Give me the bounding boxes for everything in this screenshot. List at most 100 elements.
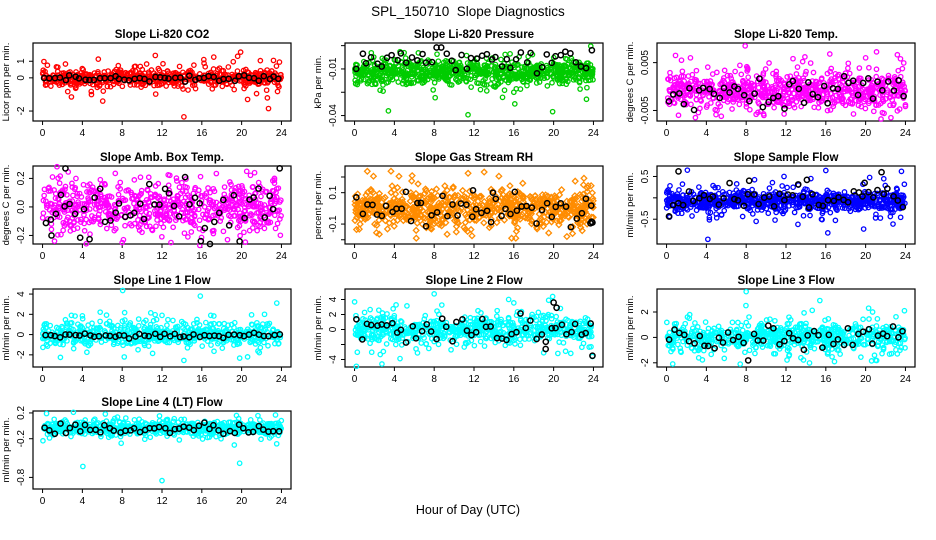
y-axis-title: degrees C per min. [1,165,12,246]
x-tick-label: 8 [119,374,125,385]
y-tick-label: 0 [16,75,27,81]
x-tick-label: 4 [392,128,398,139]
axes: 0.005 -0.005 0 4 8 12 16 20 24 [640,42,916,139]
overlay-points [665,167,907,220]
x-tick-label: 4 [80,128,86,139]
x-tick-label: 12 [156,496,168,507]
data-points [663,167,908,243]
x-tick-label: 4 [80,251,86,262]
data-points [40,409,285,484]
x-tick-label: 8 [431,374,437,385]
x-tick-label: 16 [196,374,208,385]
x-tick-label: 20 [548,251,560,262]
y-tick-label: 0.005 [640,50,651,75]
x-tick-label: 24 [276,251,288,262]
overlay-points [42,165,284,248]
x-tick-label: 0 [40,128,46,139]
x-tick-label: 0 [352,374,358,385]
y-tick-label: -2 [16,350,27,359]
x-tick-label: 8 [119,128,125,139]
y-tick-label: -2 [16,106,27,115]
x-tick-label: 4 [704,251,710,262]
subplot-title: Slope Line 1 Flow [113,275,210,287]
subplot-title: Slope Li-820 Temp. [734,29,838,41]
x-tick-label: 12 [468,128,480,139]
x-tick-label: 24 [900,128,912,139]
y-tick-label: -0.01 [328,57,339,80]
y-tick-label: 2 [16,311,27,317]
overlay-points [665,322,906,364]
x-tick-label: 12 [156,128,168,139]
x-tick-label: 16 [820,374,832,385]
x-axis-label: Hour of Day (UTC) [415,503,521,517]
subplot-line4-lt-flow: Slope Line 4 (LT) Flow ml/min per min. 0.2… [1,397,292,507]
subplot-li820-temp: Slope Li-820 Temp. degrees C per min. 0.00… [625,29,916,139]
subplot-amb-box-temp: Slope Amb. Box Temp. degrees C per min. 0.… [1,152,292,262]
x-tick-label: 12 [780,251,792,262]
x-tick-label: 16 [820,251,832,262]
x-tick-label: 12 [468,374,480,385]
data-points [39,49,284,120]
y-tick-label: -4 [328,355,339,364]
x-tick-label: 0 [40,496,46,507]
overlay-points [665,72,907,114]
x-tick-label: 0 [352,251,358,262]
x-tick-label: 16 [820,128,832,139]
x-tick-label: 8 [743,128,749,139]
y-axis-title: ml/min per min. [625,296,636,361]
y-tick-label: 0 [640,334,651,340]
x-tick-label: 24 [900,374,912,385]
x-tick-label: 8 [119,251,125,262]
y-tick-label: 2 [640,309,651,315]
x-tick-label: 12 [468,251,480,262]
overlay-points [352,186,596,231]
x-tick-label: 16 [508,128,520,139]
y-tick-label: 0.0 [16,200,27,214]
y-tick-label: -0.5 [640,210,651,228]
x-tick-label: 20 [860,128,872,139]
x-tick-label: 4 [80,374,86,385]
x-tick-label: 0 [40,374,46,385]
y-tick-label: -0.04 [328,104,339,127]
y-tick-label: -0.2 [16,226,27,244]
x-tick-label: 12 [780,374,792,385]
x-tick-label: 8 [431,128,437,139]
x-tick-label: 8 [119,496,125,507]
x-tick-label: 24 [588,374,600,385]
x-tick-label: 20 [548,128,560,139]
axes: 0.1 -0.1 0 4 8 12 16 20 24 [328,165,604,262]
x-tick-label: 0 [664,251,670,262]
axes: 420-40 4 8 12 16 20 24 [328,288,604,385]
y-tick-label: -0.1 [328,215,339,233]
axes: 0.5 -0.5 0 4 8 12 16 20 24 [640,165,916,262]
x-tick-label: 16 [508,374,520,385]
x-tick-label: 0 [352,128,358,139]
x-tick-label: 20 [236,128,248,139]
axes: -0.01 -0.04 0 4 8 12 16 20 24 [328,42,604,139]
x-tick-label: 16 [196,251,208,262]
x-tick-label: 4 [80,496,86,507]
overlay-points [353,299,596,360]
x-tick-label: 20 [236,251,248,262]
y-axis-title: ml/min per min. [1,418,12,483]
subplot-title: Slope Amb. Box Temp. [100,152,224,164]
x-tick-label: 8 [431,251,437,262]
x-tick-label: 24 [588,128,600,139]
data-points [352,43,596,118]
overlay-points [352,44,596,77]
x-tick-label: 24 [588,251,600,262]
x-tick-label: 20 [236,374,248,385]
x-tick-label: 24 [276,374,288,385]
x-tick-label: 24 [276,128,288,139]
axes: 0.2 -0.2 -0.8 0 4 8 12 16 20 24 [16,406,292,507]
axes: 0.2 0.0 -0.2 0 4 8 12 16 20 24 [16,165,292,262]
y-tick-label: 4 [16,291,27,297]
y-axis-title: ml/min per min. [313,296,324,361]
y-tick-label: 0 [16,331,27,337]
subplot-title: Slope Li-820 CO2 [115,29,210,41]
x-tick-label: 4 [704,374,710,385]
y-tick-label: -0.005 [640,96,651,125]
